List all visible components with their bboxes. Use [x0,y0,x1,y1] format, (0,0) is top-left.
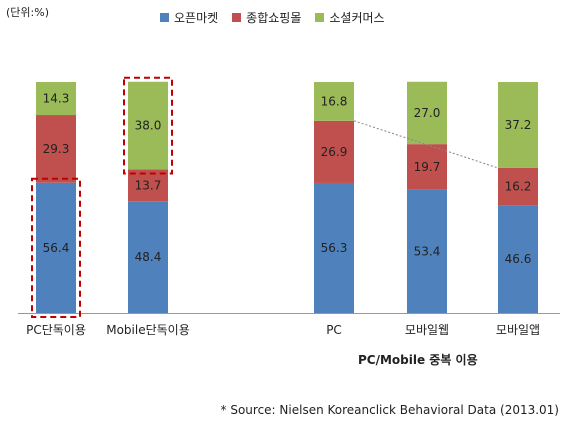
highlight-box-0 [31,177,81,318]
chart-legend: 오픈마켓 종합쇼핑몰 소셜커머스 [160,9,385,26]
x-tick-label-4: 모바일앱 [496,323,540,337]
unit-label: (단위:%) [6,6,49,19]
legend-item-shopping-mall: 종합쇼핑몰 [232,9,301,26]
bar-segment-1-1 [128,169,168,202]
data-label-0-1: 29.3 [43,142,70,156]
x-tick-label-2: PC [326,323,342,337]
source-note: * Source: Nielsen Koreanclick Behavioral… [220,403,559,417]
x-tick-label-0: PC단독이용 [26,323,86,337]
data-label-2-2: 16.8 [321,94,348,108]
bar-segment-4-2 [498,82,538,168]
data-label-3-2: 27.0 [414,106,441,120]
bar-segment-1-0 [128,201,168,313]
data-label-0-2: 14.3 [43,92,70,106]
data-label-2-0: 56.3 [321,241,348,255]
legend-label-open-market: 오픈마켓 [174,11,219,25]
highlight-box-1 [123,76,173,175]
bar-segment-4-1 [498,167,538,206]
legend-swatch-social-commerce [315,13,325,22]
legend-item-social-commerce: 소셜커머스 [315,9,385,26]
x-tick-label-3: 모바일웹 [405,323,449,337]
bar-segment-3-2 [407,81,447,145]
legend-label-shopping-mall: 종합쇼핑몰 [246,11,302,25]
legend-item-open-market: 오픈마켓 [160,9,218,26]
data-label-3-0: 53.4 [414,244,441,258]
x-tick-label-1: Mobile단독이용 [106,323,190,337]
bar-segment-2-1 [314,120,354,183]
bar-segment-2-0 [314,182,354,313]
legend-swatch-shopping-mall [232,13,242,22]
bar-segment-4-0 [498,205,538,313]
bar-segment-0-0 [36,182,76,313]
data-label-4-1: 16.2 [505,180,532,194]
bar-segment-1-2 [128,81,168,170]
bar-segment-3-0 [407,189,447,313]
data-label-1-1: 13.7 [135,178,162,192]
data-label-4-0: 46.6 [505,252,532,266]
data-label-0-0: 56.4 [43,241,70,255]
data-label-1-2: 38.0 [135,119,162,133]
legend-label-social-commerce: 소셜커머스 [329,11,385,25]
connector-line [353,120,499,169]
legend-swatch-open-market [160,13,169,22]
data-label-1-0: 48.4 [135,250,162,264]
data-label-4-2: 37.2 [505,118,532,132]
bar-segment-2-2 [314,82,354,121]
bar-segment-0-1 [36,115,76,183]
data-label-3-1: 19.7 [414,160,441,174]
group-label: PC/Mobile 중복 이용 [358,353,478,367]
bar-segment-3-1 [407,144,447,190]
data-label-2-1: 26.9 [321,145,348,159]
bar-segment-0-2 [36,82,76,116]
